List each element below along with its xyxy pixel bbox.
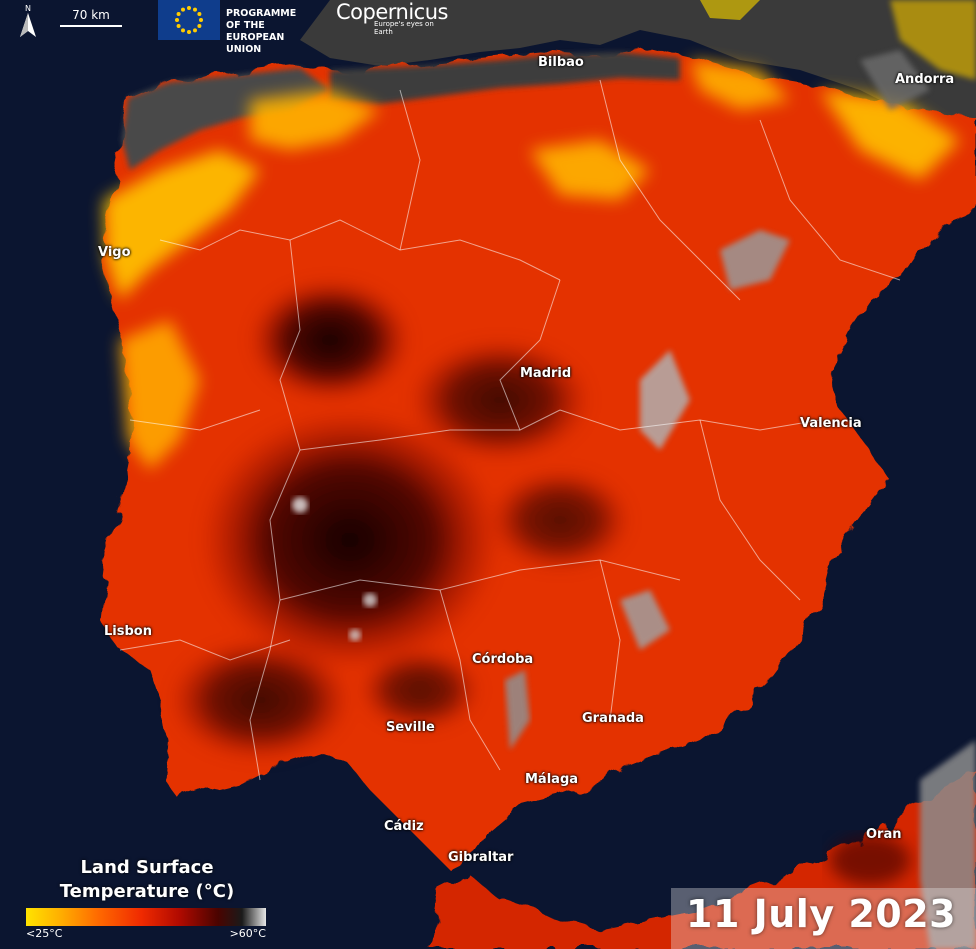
- north-arrow-icon: N: [18, 4, 38, 40]
- city-label-seville: Seville: [386, 720, 435, 735]
- city-label-valencia: Valencia: [800, 416, 862, 431]
- legend-color-bar: [26, 908, 266, 926]
- legend-max-label: >60°C: [229, 927, 266, 940]
- city-label-bilbao: Bilbao: [538, 55, 584, 70]
- copernicus-logo: Copernicus Europe's eyes on Earth: [336, 0, 448, 36]
- france-landmass: [300, 0, 976, 120]
- date-label: 11 July 2023: [686, 892, 957, 936]
- copernicus-name: Copernicus: [336, 0, 448, 24]
- city-label-gibraltar: Gibraltar: [448, 850, 514, 865]
- city-label-oran: Oran: [866, 827, 902, 842]
- city-label-cadiz: Cádiz: [384, 819, 424, 834]
- city-label-andorra: Andorra: [895, 72, 955, 87]
- scale-label: 70 km: [72, 8, 110, 22]
- city-label-lisbon: Lisbon: [104, 624, 152, 639]
- temperature-legend: Land Surface Temperature (°C) <25°C >60°…: [22, 856, 272, 940]
- north-africa-landmass: [430, 770, 976, 949]
- eu-flag-icon: [158, 0, 220, 40]
- scale-bar: 70 km: [60, 8, 122, 27]
- date-box: [671, 888, 976, 949]
- city-label-cordoba: Córdoba: [472, 652, 534, 667]
- legend-title-line2: Temperature (°C): [59, 881, 235, 902]
- legend-min-label: <25°C: [26, 927, 63, 940]
- city-label-vigo: Vigo: [98, 245, 131, 260]
- city-label-granada: Granada: [582, 711, 644, 726]
- eu-programme-text: PROGRAMME OF THE EUROPEAN UNION: [226, 8, 297, 55]
- city-label-malaga: Málaga: [525, 772, 579, 787]
- copernicus-tagline: Europe's eyes on Earth: [374, 20, 434, 36]
- legend-title-line1: Land Surface: [80, 857, 214, 878]
- scale-bar-line: [60, 25, 122, 27]
- city-label-madrid: Madrid: [520, 366, 572, 381]
